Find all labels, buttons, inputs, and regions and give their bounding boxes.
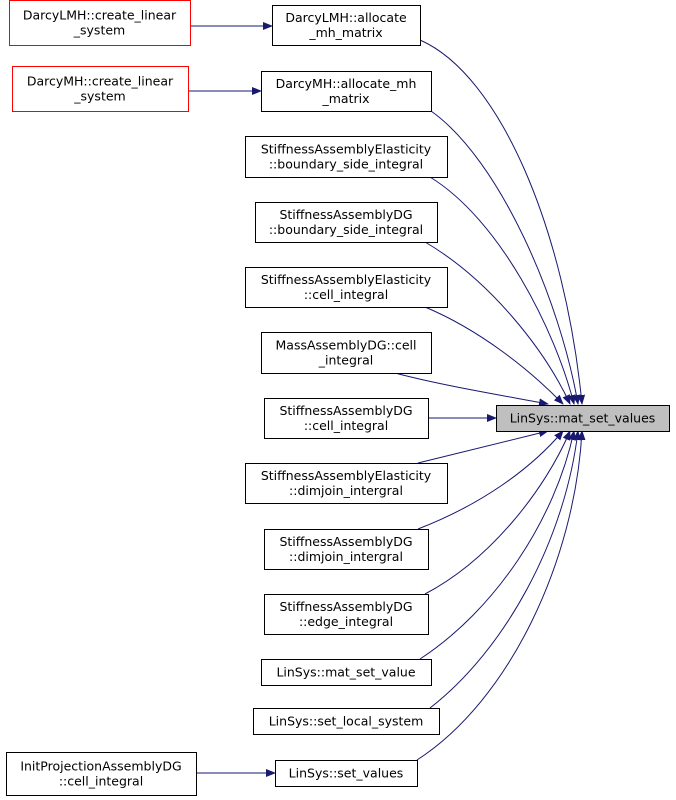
target-node-mat_set_values[interactable]: LinSys::mat_set_values bbox=[496, 405, 670, 432]
node-label-line: ::dimjoin_intergral bbox=[289, 549, 403, 564]
node-box bbox=[12, 66, 189, 112]
node-box bbox=[261, 332, 432, 374]
node-box bbox=[261, 659, 432, 686]
edge-darcylmh_alloc-to-mat_set_values bbox=[419, 39, 586, 405]
node-box bbox=[272, 5, 421, 46]
caller-node-sadg_edge[interactable]: StiffnessAssemblyDG::edge_integral bbox=[264, 594, 429, 635]
node-label-line: StiffnessAssemblyDG bbox=[279, 534, 412, 549]
node-label-line: DarcyLMH::allocate bbox=[285, 10, 407, 25]
node-label-line: DarcyMH::allocate_mh bbox=[276, 76, 417, 91]
node-label-line: StiffnessAssemblyDG bbox=[279, 599, 412, 614]
node-label-line: LinSys::set_local_system bbox=[269, 714, 424, 729]
node-label-line: ::dimjoin_intergral bbox=[289, 483, 403, 498]
caller-node-sadg_cell[interactable]: StiffnessAssemblyDG::cell_integral bbox=[264, 398, 429, 439]
caller-node-mat_set_value[interactable]: LinSys::mat_set_value bbox=[261, 659, 432, 686]
node-label-line: _matrix bbox=[322, 91, 370, 106]
node-box bbox=[264, 529, 429, 570]
caller-node-sae_dimjoin[interactable]: StiffnessAssemblyElasticity::dimjoin_int… bbox=[245, 463, 448, 504]
node-label-line: StiffnessAssemblyElasticity bbox=[261, 468, 432, 483]
node-label-line: ::boundary_side_integral bbox=[269, 222, 423, 237]
edge-sae_boundary-to-mat_set_values bbox=[429, 176, 576, 405]
edge-set_values-to-mat_set_values bbox=[416, 430, 586, 761]
node-label-line: ::edge_integral bbox=[299, 614, 393, 629]
node-box bbox=[264, 594, 429, 635]
node-box bbox=[261, 71, 432, 112]
node-box bbox=[6, 752, 197, 796]
node-label-line: _mh_matrix bbox=[308, 25, 382, 40]
caller-node-sadg_boundary[interactable]: StiffnessAssemblyDG::boundary_side_integ… bbox=[255, 202, 438, 243]
caller-node-sae_boundary[interactable]: StiffnessAssemblyElasticity::boundary_si… bbox=[245, 136, 448, 178]
caller-node-darcymh_create[interactable]: DarcyMH::create_linear_system bbox=[12, 66, 189, 112]
node-label-line: InitProjectionAssemblyDG bbox=[20, 759, 181, 774]
node-label-line: _system bbox=[73, 89, 125, 104]
edge-darcymh_alloc-to-mat_set_values bbox=[430, 110, 581, 405]
edge-madg_cell-to-mat_set_values bbox=[394, 372, 549, 407]
node-box bbox=[255, 202, 438, 243]
caller-node-set_values[interactable]: LinSys::set_values bbox=[275, 760, 418, 787]
edge-sae_dimjoin-to-mat_set_values bbox=[417, 429, 549, 464]
node-label-line: ::cell_integral bbox=[304, 287, 388, 302]
node-box bbox=[245, 267, 448, 308]
node-label-line: MassAssemblyDG::cell bbox=[276, 338, 417, 353]
edge-sadg_dimjoin-to-mat_set_values bbox=[417, 430, 564, 530]
node-label-line: ::boundary_side_integral bbox=[269, 157, 423, 172]
node-label-line: ::cell_integral bbox=[304, 418, 388, 433]
node-box bbox=[496, 405, 670, 432]
node-box bbox=[275, 760, 418, 787]
node-label-line: _integral bbox=[318, 353, 373, 368]
node-label-line: LinSys::mat_set_values bbox=[510, 411, 656, 426]
node-box bbox=[9, 0, 191, 46]
edge-sadg_boundary-to-mat_set_values bbox=[424, 241, 571, 405]
caller-node-darcymh_alloc[interactable]: DarcyMH::allocate_mh_matrix bbox=[261, 71, 432, 112]
caller-node-darcylmh_alloc[interactable]: DarcyLMH::allocate_mh_matrix bbox=[272, 5, 421, 46]
node-box bbox=[264, 398, 429, 439]
edge-sadg_edge-to-mat_set_values bbox=[424, 430, 571, 595]
caller-node-sadg_dimjoin[interactable]: StiffnessAssemblyDG::dimjoin_intergral bbox=[264, 529, 429, 570]
edge-mat_set_value-to-mat_set_values bbox=[419, 430, 577, 660]
node-box bbox=[245, 463, 448, 504]
node-label-line: StiffnessAssemblyDG bbox=[279, 207, 412, 222]
caller-node-set_local_system[interactable]: LinSys::set_local_system bbox=[253, 708, 440, 735]
node-label-line: LinSys::mat_set_value bbox=[276, 665, 415, 680]
node-label-line: DarcyLMH::create_linear bbox=[23, 8, 177, 23]
node-label-line: _system bbox=[73, 23, 125, 38]
caller-node-sae_cell[interactable]: StiffnessAssemblyElasticity::cell_integr… bbox=[245, 267, 448, 308]
node-label-line: StiffnessAssemblyElasticity bbox=[261, 272, 432, 287]
node-label-line: StiffnessAssemblyElasticity bbox=[261, 142, 432, 157]
node-box bbox=[245, 136, 448, 178]
edge-set_local_system-to-mat_set_values bbox=[429, 430, 581, 709]
caller-node-darcylmh_create[interactable]: DarcyLMH::create_linear_system bbox=[9, 0, 191, 46]
node-label-line: LinSys::set_values bbox=[289, 766, 404, 781]
node-label-line: StiffnessAssemblyDG bbox=[279, 403, 412, 418]
caller-node-madg_cell[interactable]: MassAssemblyDG::cell_integral bbox=[261, 332, 432, 374]
caller-node-initproj_cell[interactable]: InitProjectionAssemblyDG::cell_integral bbox=[6, 752, 197, 796]
edge-sae_cell-to-mat_set_values bbox=[424, 306, 564, 405]
node-label-line: ::cell_integral bbox=[59, 774, 143, 789]
node-label-line: DarcyMH::create_linear bbox=[27, 74, 174, 89]
node-box bbox=[253, 708, 440, 735]
